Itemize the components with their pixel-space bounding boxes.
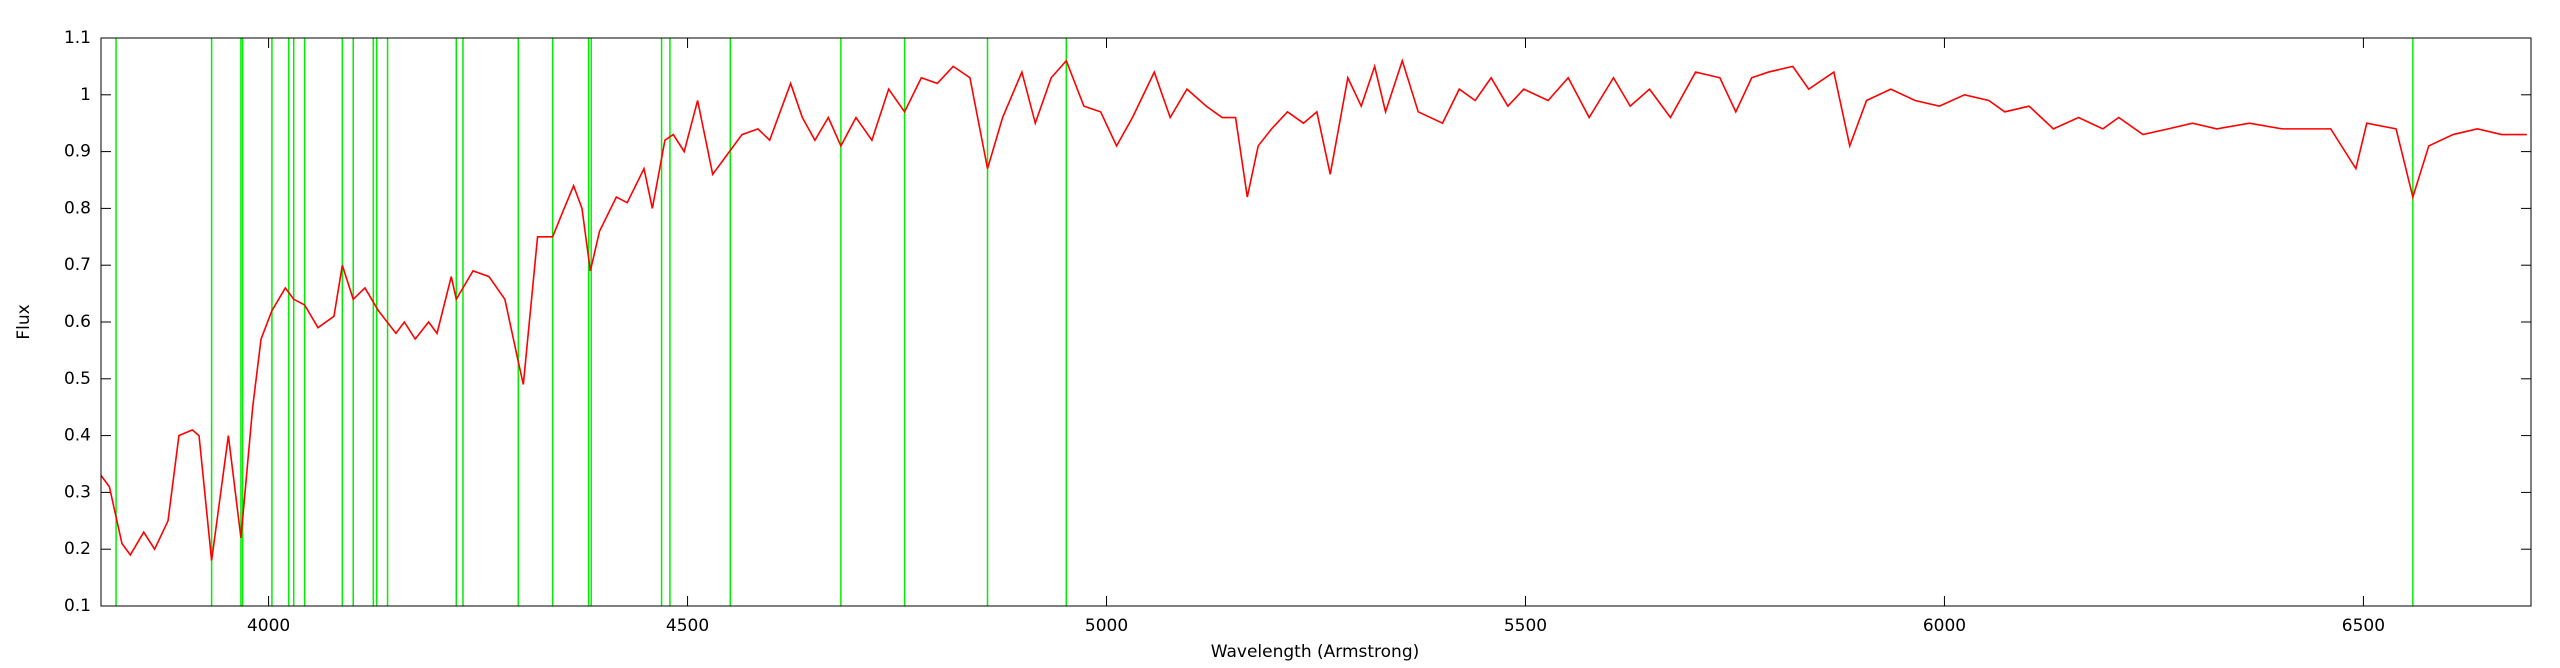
x-tick-label: 4500 (666, 616, 709, 636)
x-tick-label: 5500 (1504, 616, 1547, 636)
y-axis-label: Flux (14, 304, 34, 339)
y-tick-label: 0.6 (64, 312, 91, 332)
y-tick-label: 0.2 (64, 539, 91, 559)
y-tick-label: 0.7 (64, 255, 91, 275)
x-tick-label: 5000 (1085, 616, 1128, 636)
x-tick-label: 6000 (1923, 616, 1966, 636)
y-tick-label: 0.5 (64, 369, 91, 389)
y-tick-label: 1.1 (64, 28, 91, 48)
y-tick-label: 0.9 (64, 142, 91, 162)
y-tick-label: 0.8 (64, 198, 91, 218)
plot-frame (100, 37, 2532, 607)
x-axis-label: Wavelength (Armstrong) (1211, 642, 1420, 662)
spectrum-line (100, 58, 2527, 561)
y-tick-label: 1 (80, 85, 91, 105)
x-tick-label: 4000 (247, 616, 290, 636)
y-tick-label: 0.4 (64, 426, 91, 446)
x-tick-label: 6500 (2342, 616, 2385, 636)
y-tick-label: 0.3 (64, 482, 91, 502)
y-tick-label: 0.1 (64, 596, 91, 616)
